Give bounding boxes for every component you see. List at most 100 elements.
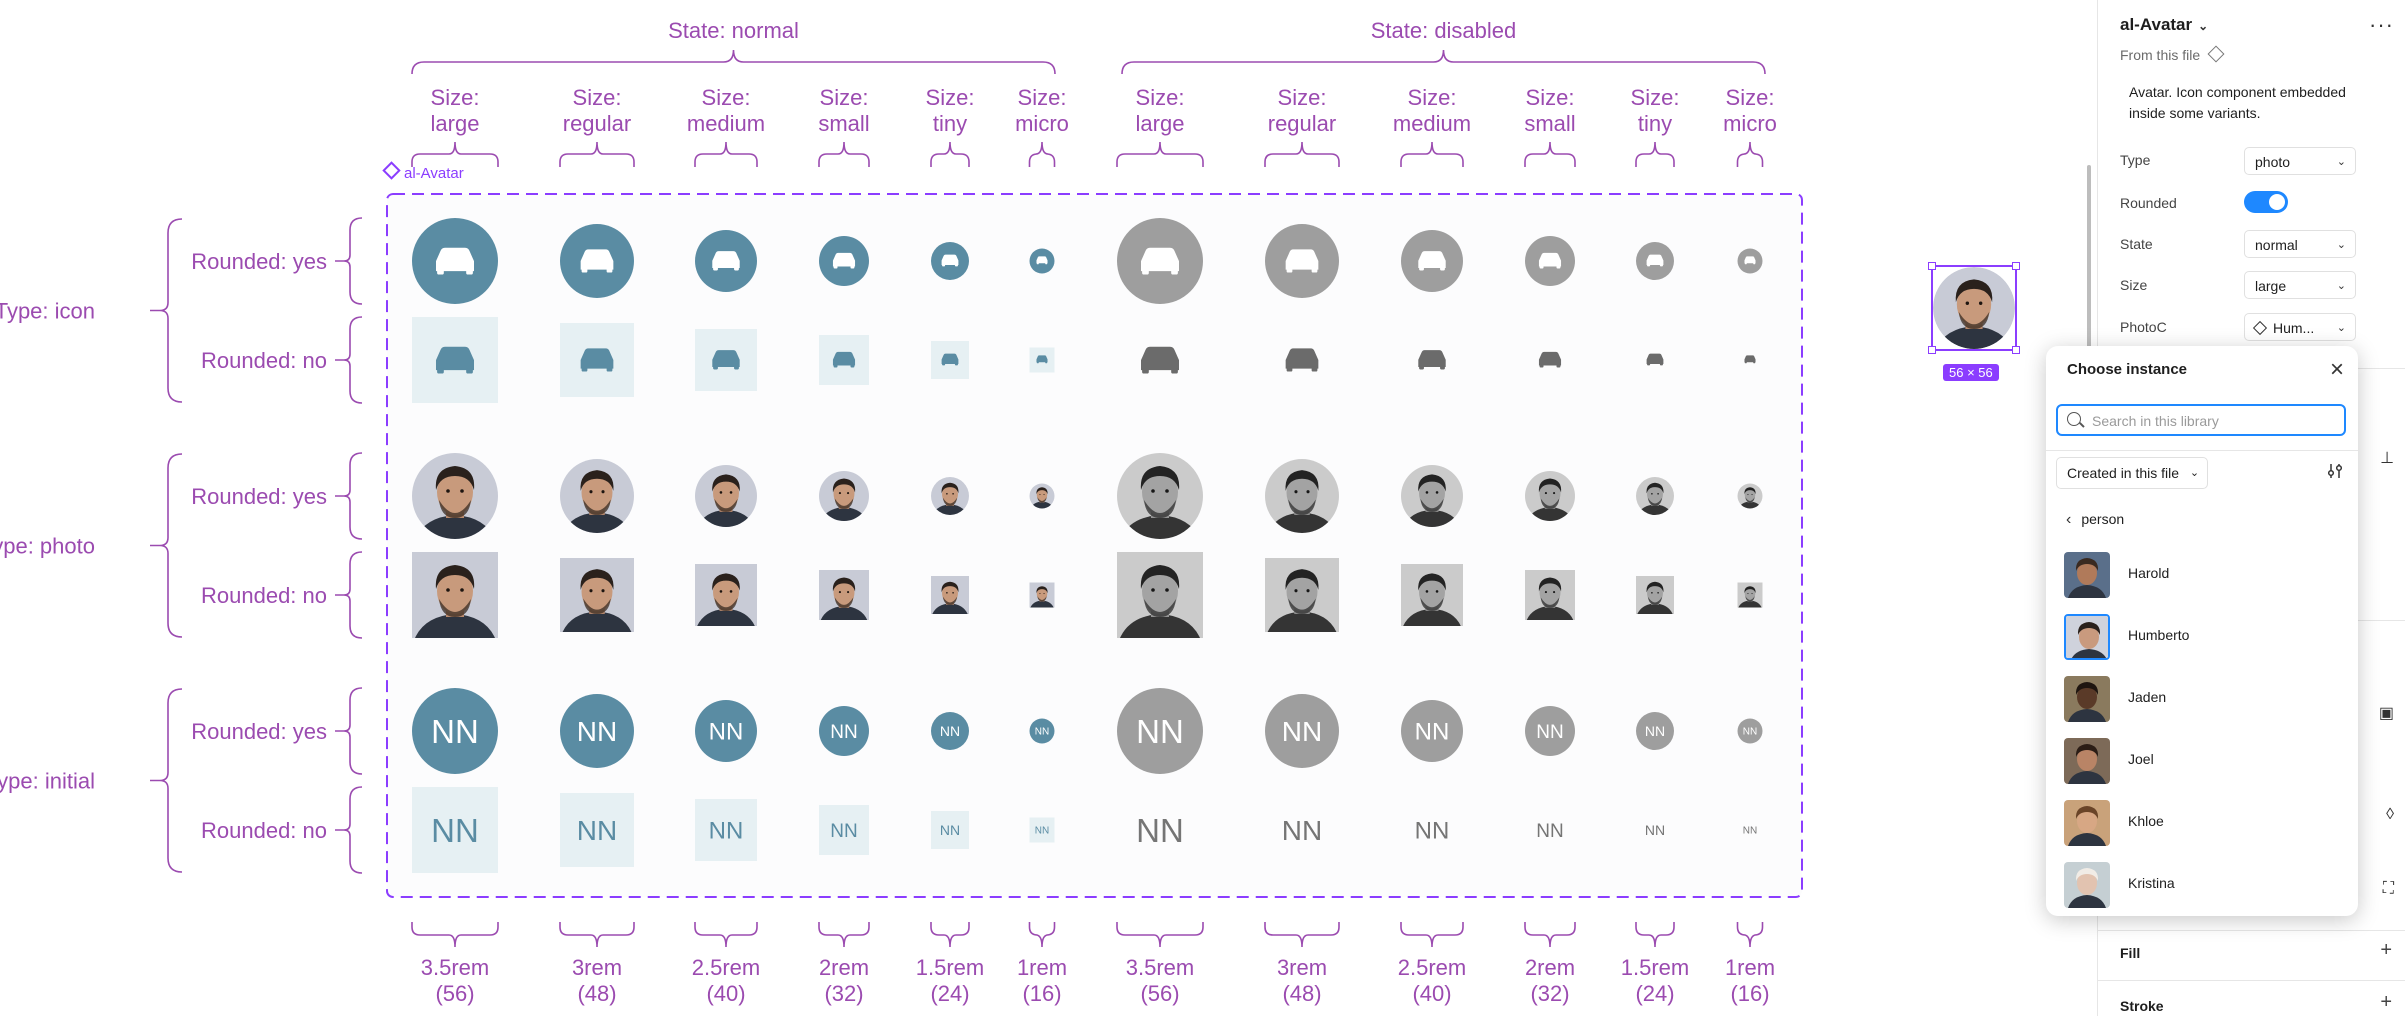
avatar-initial-rounded[interactable]: NN (695, 700, 757, 762)
avatar-initial-square[interactable]: NN (1136, 812, 1184, 849)
avatar-icon-rounded[interactable] (412, 218, 498, 304)
add-stroke-icon[interactable]: + (2380, 991, 2392, 1013)
instance-item[interactable]: Humberto (2064, 614, 2344, 670)
avatar-initial-square[interactable]: NN (1415, 818, 1450, 845)
style-icon[interactable]: ▣ (2378, 705, 2394, 722)
avatar-photo-square[interactable] (819, 570, 869, 620)
layout-icon[interactable]: ⊥ (2380, 450, 2394, 467)
avatar-icon-rounded[interactable] (1737, 248, 1763, 274)
drop-icon[interactable]: ◊ (2386, 806, 2394, 823)
avatar-icon-square[interactable] (1646, 353, 1664, 366)
avatar-photo-rounded[interactable] (412, 453, 498, 539)
avatar-initial-rounded[interactable]: NN (819, 706, 869, 756)
avatar-photo-rounded[interactable] (1401, 465, 1463, 527)
avatar-initial-rounded[interactable]: NN (560, 694, 634, 768)
add-fill-icon[interactable]: + (2380, 939, 2392, 961)
avatar-icon-rounded[interactable] (819, 236, 869, 286)
resize-handle[interactable] (2012, 262, 2020, 270)
instance-item[interactable]: Kristina (2064, 862, 2344, 916)
avatar-photo-square[interactable] (412, 552, 498, 638)
avatar-icon-rounded[interactable] (1636, 242, 1674, 280)
avatar-initial-rounded[interactable]: NN (1525, 706, 1575, 756)
selected-avatar[interactable] (1928, 262, 2020, 354)
avatar-icon-square[interactable] (560, 323, 634, 397)
avatar-initial-square[interactable]: NN (1645, 822, 1665, 838)
avatar-initial-rounded[interactable]: NN (1029, 718, 1055, 744)
avatar-photo-square[interactable] (1525, 570, 1575, 620)
avatar-initial-rounded[interactable]: NN (412, 688, 498, 774)
avatar-icon-rounded[interactable] (560, 224, 634, 298)
avatar-photo-rounded[interactable] (695, 465, 757, 527)
avatar-photo-rounded[interactable] (560, 459, 634, 533)
component-title[interactable]: al-Avatar ⌄ (2120, 15, 2209, 34)
search-box[interactable] (2056, 404, 2346, 436)
prop-rounded-toggle[interactable] (2244, 191, 2288, 213)
prop-size-select[interactable]: large ⌄ (2244, 271, 2356, 299)
instance-item[interactable]: Harold (2064, 552, 2344, 608)
avatar-icon-square[interactable] (1744, 355, 1756, 364)
expand-icon[interactable]: ⛶ (2382, 880, 2394, 897)
avatar-icon-square[interactable] (1140, 346, 1180, 374)
avatar-icon-square[interactable] (1285, 348, 1319, 372)
avatar-icon-rounded[interactable] (1525, 236, 1575, 286)
avatar-photo-rounded[interactable] (931, 477, 969, 515)
prop-state-select[interactable]: normal ⌄ (2244, 230, 2356, 258)
avatar-icon-square[interactable] (819, 335, 869, 385)
avatar-icon-square[interactable] (1029, 347, 1055, 373)
avatar-photo-square[interactable] (695, 564, 757, 626)
avatar-photo-rounded[interactable] (1636, 477, 1674, 515)
avatar-initial-rounded[interactable]: NN (1265, 694, 1339, 768)
avatar-photo-rounded[interactable] (1737, 483, 1763, 509)
close-icon[interactable]: × (2329, 356, 2344, 383)
avatar-initial-square[interactable]: NN (931, 811, 969, 849)
library-filter-select[interactable]: Created in this file ⌄ (2056, 457, 2209, 489)
avatar-initial-rounded[interactable]: NN (931, 712, 969, 750)
instance-item[interactable]: Jaden (2064, 676, 2344, 732)
breadcrumb-back[interactable]: ‹ person (2066, 511, 2125, 528)
resize-handle[interactable] (2012, 346, 2020, 354)
avatar-initial-rounded[interactable]: NN (1636, 712, 1674, 750)
avatar-icon-square[interactable] (931, 341, 969, 379)
avatar-photo-square[interactable] (1265, 558, 1339, 632)
avatar-photo-rounded[interactable] (1117, 453, 1203, 539)
avatar-photo-square[interactable] (560, 558, 634, 632)
avatar-icon-rounded[interactable] (695, 230, 757, 292)
search-input[interactable] (2090, 410, 2334, 432)
instance-item[interactable]: Joel (2064, 738, 2344, 794)
component-frame-label[interactable]: al-Avatar (382, 161, 464, 182)
avatar-initial-square[interactable]: NN (819, 805, 869, 855)
avatar-initial-rounded[interactable]: NN (1737, 718, 1763, 744)
avatar-photo-rounded[interactable] (819, 471, 869, 521)
component-diamond-icon[interactable] (2207, 45, 2225, 63)
avatar-photo-square[interactable] (1737, 582, 1763, 608)
avatar-icon-square[interactable] (1418, 350, 1446, 370)
avatar-icon-square[interactable] (412, 317, 498, 403)
filter-settings-icon[interactable] (2326, 462, 2344, 480)
avatar-icon-rounded[interactable] (931, 242, 969, 280)
avatar-initial-square[interactable]: NN (1743, 826, 1757, 837)
avatar-photo-square[interactable] (1401, 564, 1463, 626)
avatar-photo-square[interactable] (1636, 576, 1674, 614)
avatar-icon-rounded[interactable] (1117, 218, 1203, 304)
avatar-photo-rounded[interactable] (1029, 483, 1055, 509)
avatar-initial-square[interactable]: NN (1282, 815, 1322, 846)
avatar-initial-square[interactable]: NN (1536, 821, 1563, 842)
avatar-initial-rounded[interactable]: NN (1117, 688, 1203, 774)
avatar-photo-rounded[interactable] (1525, 471, 1575, 521)
resize-handle[interactable] (1928, 262, 1936, 270)
avatar-initial-square[interactable]: NN (412, 787, 498, 873)
avatar-photo-square[interactable] (1029, 582, 1055, 608)
avatar-initial-square[interactable]: NN (695, 799, 757, 861)
avatar-photo-square[interactable] (1117, 552, 1203, 638)
avatar-initial-rounded[interactable]: NN (1401, 700, 1463, 762)
avatar-icon-rounded[interactable] (1029, 248, 1055, 274)
prop-photo-select[interactable]: Hum... ⌄ (2244, 313, 2356, 341)
avatar-initial-square[interactable]: NN (560, 793, 634, 867)
avatar-icon-rounded[interactable] (1401, 230, 1463, 292)
avatar-icon-square[interactable] (1538, 351, 1562, 368)
more-options-icon[interactable]: ··· (2369, 12, 2394, 37)
avatar-icon-rounded[interactable] (1265, 224, 1339, 298)
prop-type-select[interactable]: photo ⌄ (2244, 147, 2356, 175)
avatar-photo-square[interactable] (931, 576, 969, 614)
